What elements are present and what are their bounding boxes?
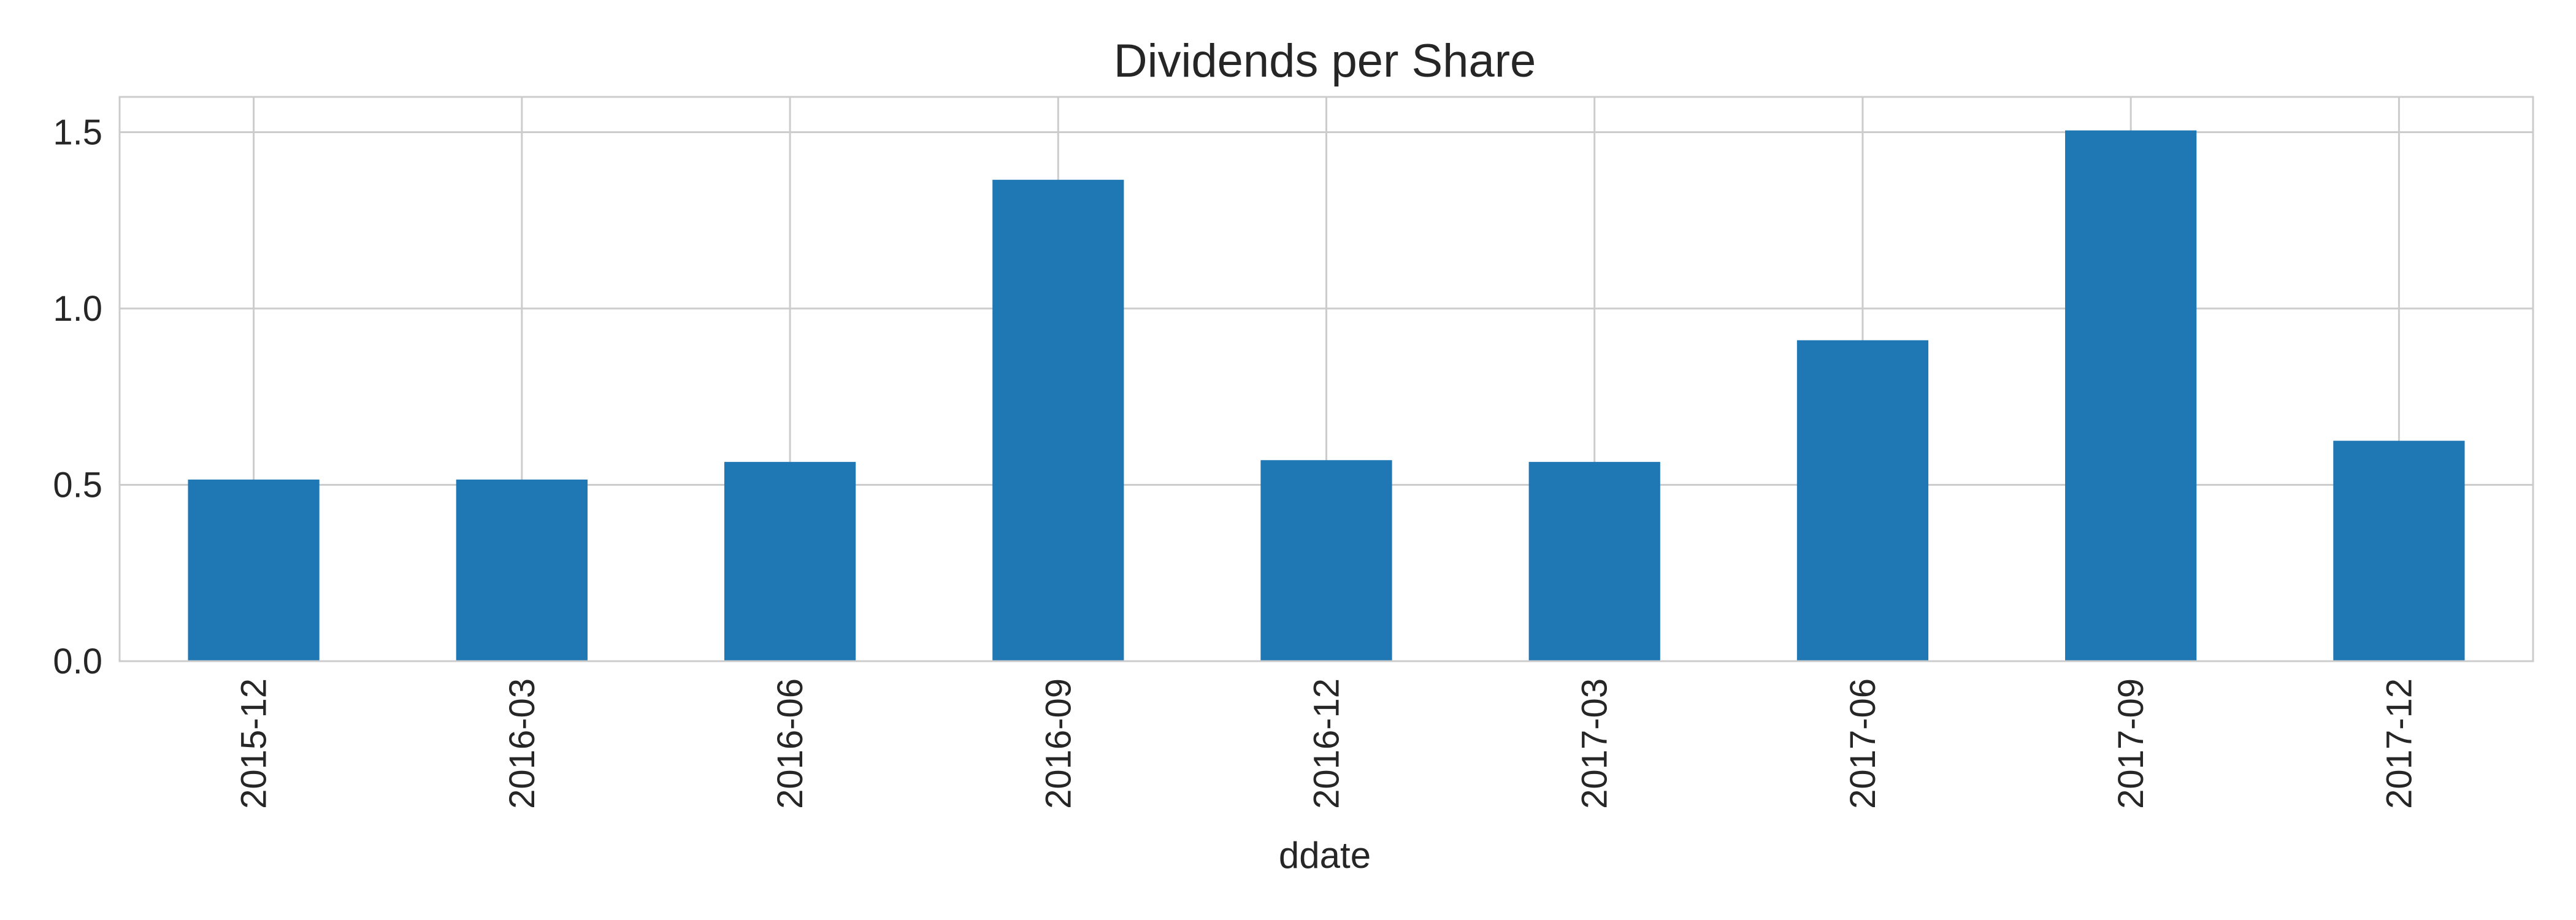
x-tick-label: 2016-09 [1038,678,1078,809]
chart-title: Dividends per Share [1114,35,1536,87]
x-tick-label: 2017-06 [1843,678,1883,809]
x-axis-label: ddate [1279,835,1371,876]
y-tick-label: 0.0 [53,642,102,681]
bar-2017-03 [1528,462,1660,661]
plot-frame [118,96,2534,662]
bar-2016-09 [992,180,1124,661]
y-tick-label: 0.5 [53,466,102,505]
x-tick-label: 2017-09 [2111,678,2151,809]
bar-2015-12 [188,479,320,661]
x-tick-labels: 2015-12 2016-03 2016-06 2016-09 2016-12 2017-… [234,678,2420,809]
bar-2016-03 [456,479,588,661]
x-tick-label: 2016-06 [770,678,810,809]
bar-2016-12 [1260,460,1392,661]
bar-2016-06 [724,462,856,661]
bars [188,130,2465,661]
bar-2017-06 [1796,340,1929,661]
x-tick-label: 2015-12 [234,678,274,809]
y-tick-labels: 0.0 0.5 1.0 1.5 [53,113,102,682]
x-tick-label: 2016-03 [502,678,542,809]
y-tick-label: 1.0 [53,289,102,329]
y-tick-label: 1.5 [53,113,102,153]
bar-2017-09 [2065,130,2197,661]
bar-2017-12 [2333,440,2465,661]
x-tick-label: 2017-03 [1575,678,1615,809]
x-tick-label: 2016-12 [1307,678,1347,809]
x-tick-label: 2017-12 [2379,678,2419,809]
